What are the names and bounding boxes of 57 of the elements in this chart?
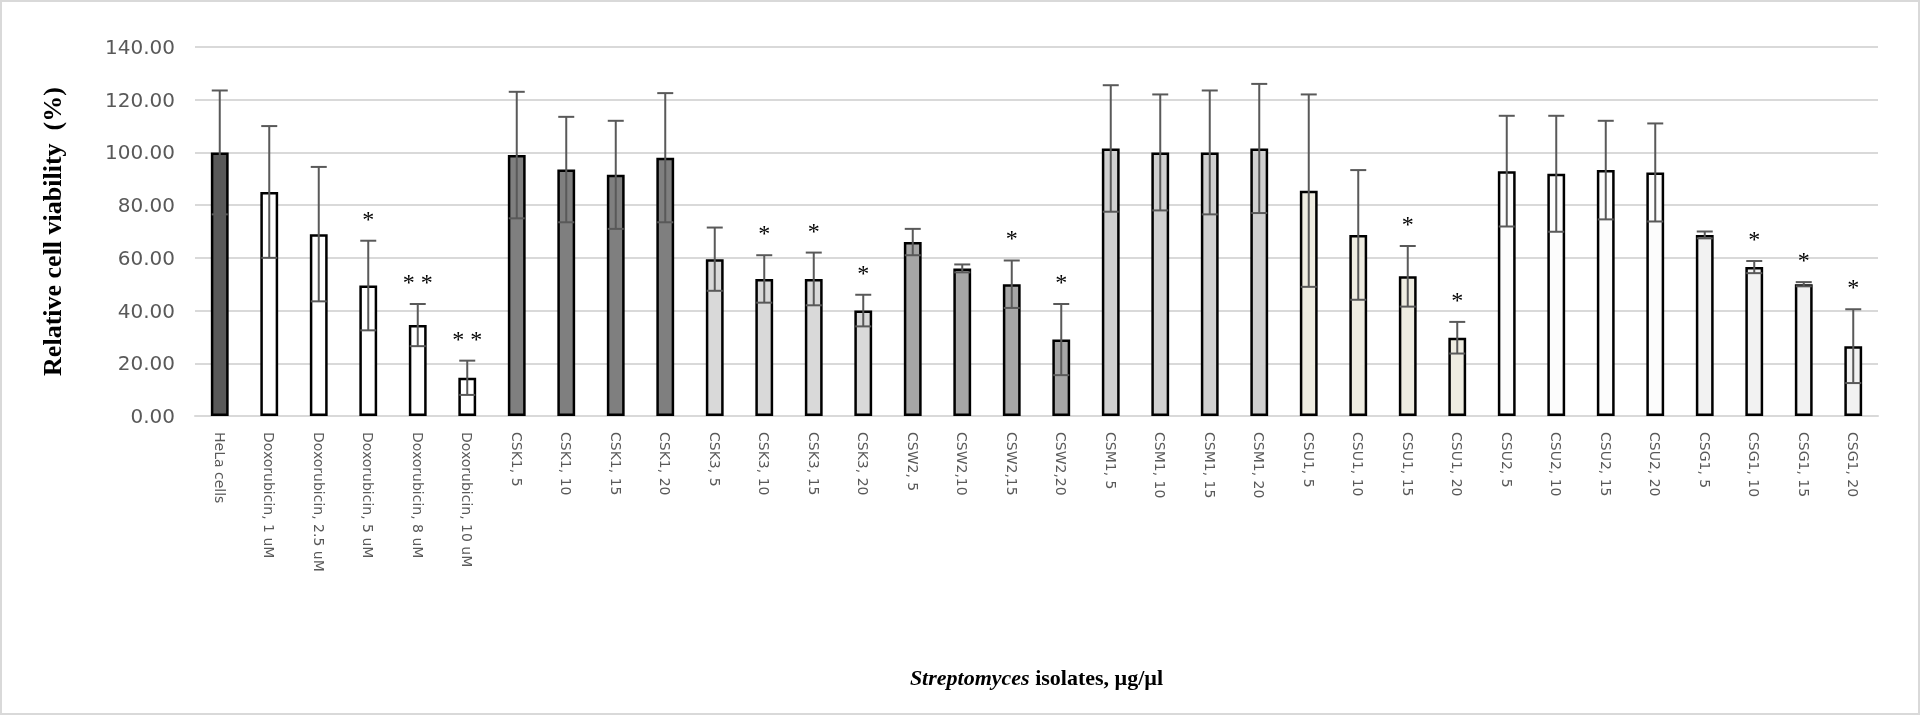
y-tick-label: 120.00	[105, 87, 175, 112]
x-tick-label: CSU1, 20	[1449, 432, 1466, 497]
x-tick-label: CSW2, 5	[904, 432, 921, 492]
x-tick-label: CSU1, 10	[1350, 432, 1367, 497]
y-tick-label: 20.00	[117, 351, 175, 376]
x-tick-label: CSW2,10	[954, 432, 971, 496]
y-tick-label: 0.00	[130, 404, 175, 428]
y-tick-label: 60.00	[117, 245, 175, 270]
x-tick-label: CSG1, 5	[1696, 432, 1713, 489]
annotation: *	[1847, 274, 1860, 301]
x-tick-label: CSU1, 5	[1300, 432, 1317, 488]
annotation: *	[1748, 226, 1761, 253]
x-tick-label: CSW2,20	[1053, 432, 1070, 496]
x-tick-label: Doxorubicin, 1 uM	[261, 432, 278, 559]
annotation: *	[807, 217, 820, 244]
annotation: *	[857, 259, 870, 286]
x-tick-label: CSU2, 10	[1548, 432, 1565, 497]
annotation: * *	[402, 268, 433, 295]
x-tick-label: CSK1, 15	[607, 432, 624, 496]
annotation: *	[1797, 247, 1810, 274]
x-tick-label: CSK1, 5	[508, 432, 525, 487]
annotation: *	[758, 220, 771, 247]
x-tick-label: CSM1, 10	[1152, 432, 1169, 499]
x-tick-label: CSU2, 15	[1597, 432, 1614, 497]
x-tick-label: CSK3, 10	[756, 432, 773, 496]
y-axis-title: Relative cell viability (%)	[37, 87, 67, 376]
x-tick-label: CSK3, 15	[805, 432, 822, 496]
annotation: *	[1401, 211, 1414, 237]
x-tick-label: CSG1, 20	[1845, 432, 1862, 498]
annotation: * *	[452, 325, 483, 352]
x-tick-label: Doxorubicin, 8 uM	[409, 432, 426, 559]
x-tick-label: HeLa cells	[211, 432, 228, 504]
x-tick-label: Doxorubicin, 5 uM	[360, 432, 377, 559]
x-tick-label: CSG1, 15	[1795, 432, 1812, 498]
x-tick-label: CSM1, 5	[1102, 432, 1119, 490]
x-tick-label: CSK1, 10	[558, 432, 575, 496]
x-tick-label: CSG1, 10	[1746, 432, 1763, 498]
annotation: *	[1451, 286, 1464, 313]
x-tick-label: Doxorubicin, 2.5 uM	[310, 432, 327, 572]
x-tick-label: CSK3, 20	[855, 432, 872, 496]
x-tick-label: CSM1, 15	[1201, 432, 1218, 499]
x-tick-label: CSK3, 5	[706, 432, 723, 487]
annotation: *	[362, 205, 375, 232]
x-tick-label: CSU1, 15	[1399, 432, 1416, 497]
y-tick-label: 40.00	[117, 298, 175, 323]
y-tick-label: 100.00	[105, 140, 175, 165]
x-tick-label: CSU2, 20	[1647, 432, 1664, 497]
y-tick-label: 140.00	[105, 35, 175, 59]
x-tick-label: CSU2, 5	[1498, 432, 1515, 488]
x-tick-label: CSM1, 20	[1251, 432, 1268, 499]
annotation: *	[1055, 268, 1068, 295]
x-tick-label: Doxorubicin, 10 uM	[459, 432, 476, 568]
annotation: *	[1005, 225, 1018, 252]
y-tick-label: 80.00	[117, 193, 175, 218]
x-tick-label: CSK1, 20	[657, 432, 674, 496]
x-tick-label: CSW2,15	[1003, 432, 1020, 496]
x-axis-title: Streptomyces isolates, µg/µl	[909, 664, 1164, 690]
